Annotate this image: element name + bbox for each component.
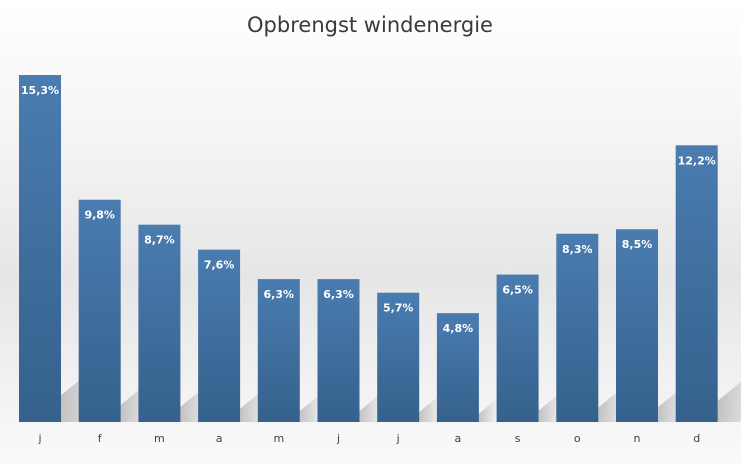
x-tick-label: s [515,432,521,445]
data-label: 15,3% [21,84,59,97]
bar [377,292,420,422]
x-tick-label: j [37,432,41,445]
data-label: 6,3% [323,288,354,301]
data-label: 9,8% [84,209,115,222]
x-tick-label: a [455,432,462,445]
x-tick-label: o [574,432,581,445]
bar [317,279,360,422]
bar [556,233,599,422]
bar [496,274,539,422]
bar [78,199,121,422]
bar-shadow [419,393,442,422]
data-label: 12,2% [678,154,716,167]
bar-shadow [478,398,499,422]
bar [675,145,718,422]
bar [19,75,61,422]
data-label: 8,3% [562,243,593,256]
bars-group [19,75,718,422]
x-tick-label: m [154,432,165,445]
bar [616,229,658,422]
x-tick-label: n [634,432,641,445]
x-tick-label: j [396,432,400,445]
data-label: 6,5% [502,284,533,297]
data-label: 6,3% [264,288,295,301]
bar [138,224,181,422]
x-tick-label: d [693,432,700,445]
chart-title: Opbrengst windenergie [247,13,493,37]
data-label: 5,7% [383,302,414,315]
data-labels-group: 15,3% 9,8% 8,7% 7,6% 6,3% 6,3% 5,7% 4,8% 6,5% 8,3… [21,84,716,335]
x-tick-label: j [336,432,340,445]
bar [436,313,479,422]
bar-shadow [717,381,741,422]
bar [198,249,241,422]
data-label: 7,6% [204,259,235,272]
x-tick-label: f [98,432,103,445]
bar [257,279,300,422]
data-label: 4,8% [443,322,474,335]
data-label: 8,5% [622,238,653,251]
x-tick-label: a [216,432,223,445]
x-tick-label: m [273,432,284,445]
data-label: 8,7% [144,234,175,247]
